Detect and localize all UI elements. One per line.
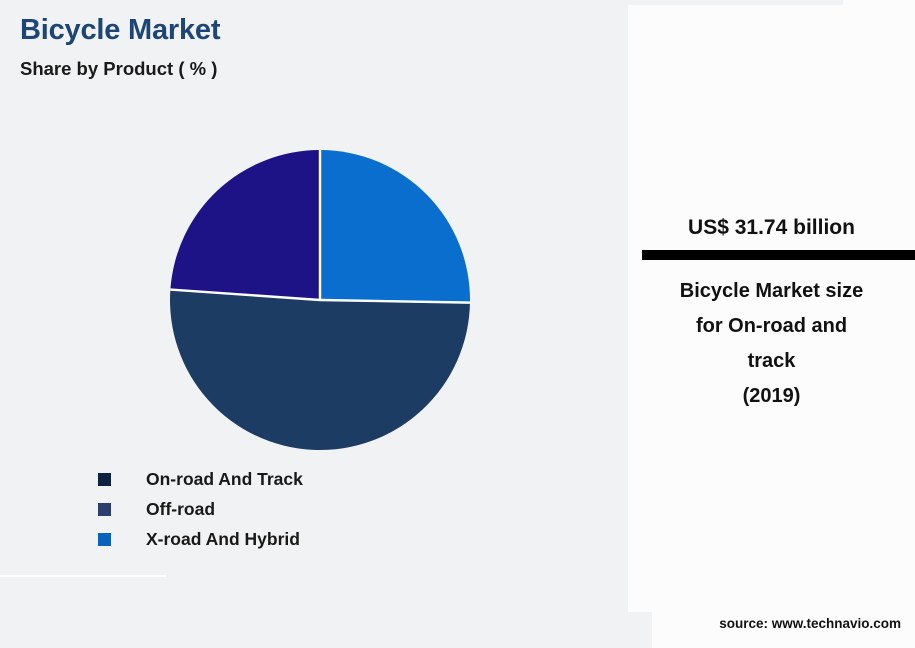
legend-swatch-on-road-and-track: [98, 472, 111, 486]
chart-legend: On-road And Track Off-road X-road And Hy…: [98, 464, 303, 554]
panel-bottom-notch: [628, 612, 652, 648]
pie-chart: [170, 150, 471, 451]
pie-slice[interactable]: [170, 150, 320, 300]
legend-label-x-road-and-hybrid: X-road And Hybrid: [146, 528, 300, 549]
legend-label-off-road: Off-road: [146, 498, 216, 519]
panel-top-notch: [628, 0, 843, 5]
legend-item[interactable]: Off-road: [98, 494, 303, 524]
legend-label-on-road-and-track: On-road And Track: [146, 468, 303, 489]
chart-subtitle: Share by Product ( % ): [20, 58, 218, 79]
pie-slice[interactable]: [170, 289, 470, 451]
pie-slice-separator: [319, 298, 471, 304]
pie-slice-separators: [170, 150, 471, 304]
pie-slice-separator: [170, 288, 321, 302]
legend-item[interactable]: On-road And Track: [98, 464, 303, 494]
legend-item[interactable]: X-road And Hybrid: [98, 524, 303, 554]
chart-panel: Bicycle Market Share by Product ( % ) On…: [0, 14, 471, 577]
callout-caption: Bicycle Market size for On-road and track(…: [679, 280, 864, 407]
pie-slice[interactable]: [320, 150, 471, 303]
legend-swatch-off-road: [98, 502, 111, 516]
legend-swatch-x-road-and-hybrid: [98, 532, 111, 546]
footer-divider: [0, 575, 166, 577]
callout-divider: [642, 250, 915, 260]
callout-panel: US$ 31.74 billion Bicycle Market size for…: [628, 0, 915, 648]
pie-chart-svg: [170, 150, 471, 451]
source-note: source: www.technavio.com: [719, 616, 901, 631]
pie-slice-group: [170, 150, 471, 451]
page-title: Bicycle Market: [20, 14, 221, 46]
callout-value: US$ 31.74 billion: [688, 216, 855, 239]
